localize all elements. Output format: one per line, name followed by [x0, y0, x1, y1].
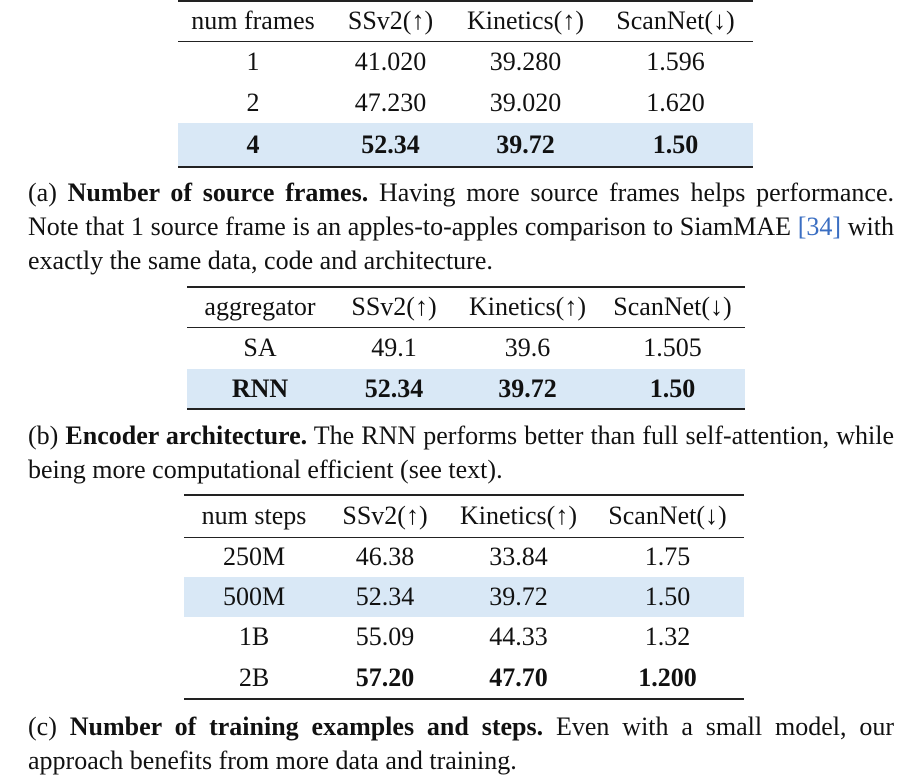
- caption-text: Even with a small model, our approach be…: [28, 712, 895, 775]
- caption-tag: (c): [28, 712, 57, 741]
- table-cell: 52.34: [328, 123, 453, 168]
- table-cell: 44.33: [489, 622, 548, 651]
- table-cell: 47.70: [446, 657, 591, 700]
- table-cell: 250M: [222, 542, 286, 572]
- table-num-source-frames: num frames SSv2(↑) Kinetics(↑) ScanNet(↓…: [178, 0, 753, 168]
- table-cell: 500M: [184, 577, 324, 617]
- table-cell: 52.34: [333, 369, 455, 410]
- table-cell: 52.34: [324, 577, 446, 617]
- table-cell: 1.50: [598, 123, 753, 168]
- table-cell: 47.230: [354, 88, 427, 117]
- table-cell: 1.620: [646, 88, 705, 117]
- table-cell: 1.505: [643, 333, 702, 363]
- table-cell: 39.6: [504, 333, 551, 363]
- table-row: 2B 57.20 47.70 1.200: [184, 657, 744, 700]
- table-row: 1B 55.09 44.33 1.32: [184, 617, 744, 657]
- table-training-steps: num steps SSv2(↑) Kinetics(↑) ScanNet(↓)…: [184, 494, 744, 700]
- table-cell: RNN: [187, 369, 333, 410]
- caption-title: Encoder architecture.: [65, 421, 308, 450]
- table-cell: 39.72: [446, 577, 591, 617]
- table-cell: 1.200: [591, 657, 744, 700]
- column-header: Kinetics(↑): [446, 494, 591, 538]
- table-cell: 2: [246, 88, 260, 117]
- table-cell: 4: [178, 123, 328, 168]
- table-cell: 39.72: [453, 123, 598, 168]
- table-row-highlighted: 4 52.34 39.72 1.50: [178, 123, 753, 168]
- citation-link[interactable]: [34]: [797, 212, 842, 241]
- table-row: 1 41.020 39.280 1.596: [178, 41, 753, 83]
- caption-title: Number of source frames.: [67, 178, 369, 207]
- column-header: Kinetics(↑): [455, 286, 600, 328]
- table-row: 250M 46.38 33.84 1.75: [184, 537, 744, 577]
- table-cell: 1.50: [600, 369, 745, 410]
- column-header: SSv2(↑): [324, 494, 446, 538]
- table-cell: 55.09: [355, 622, 415, 651]
- column-header: ScanNet(↓): [598, 0, 753, 42]
- table-cell: 1.50: [591, 577, 744, 617]
- table-cell: 39.72: [455, 369, 600, 410]
- column-header: SSv2(↑): [328, 0, 453, 42]
- table-header-row: num frames SSv2(↑) Kinetics(↑) ScanNet(↓…: [178, 0, 753, 42]
- column-header: ScanNet(↓): [600, 286, 745, 328]
- table-cell: 1B: [238, 622, 270, 651]
- column-header: aggregator: [187, 286, 333, 328]
- table-row: SA 49.1 39.6 1.505: [187, 327, 745, 369]
- table-cell: 33.84: [489, 542, 548, 572]
- column-header: ScanNet(↓): [591, 494, 744, 538]
- table-cell: 2B: [184, 657, 324, 700]
- caption-b: (b) Encoder architecture. The RNN perfor…: [28, 419, 894, 487]
- table-header-row: num steps SSv2(↑) Kinetics(↑) ScanNet(↓): [184, 494, 744, 538]
- table-row-highlighted: RNN 52.34 39.72 1.50: [187, 369, 745, 410]
- table-cell: 39.280: [489, 47, 562, 77]
- caption-a: (a) Number of source frames. Having more…: [28, 176, 894, 278]
- table-encoder-architecture: aggregator SSv2(↑) Kinetics(↑) ScanNet(↓…: [187, 286, 745, 410]
- caption-text: The RNN performs better than full self-a…: [28, 421, 894, 484]
- table-cell: 1.32: [644, 622, 691, 651]
- table-cell: 1: [246, 47, 260, 77]
- column-header: num steps: [184, 494, 324, 538]
- caption-tag: (b): [28, 421, 59, 450]
- table-cell: 41.020: [354, 47, 427, 77]
- table-row: 2 47.230 39.020 1.620: [178, 83, 753, 123]
- table-cell: 1.596: [646, 47, 705, 77]
- column-header: Kinetics(↑): [453, 0, 598, 42]
- caption-text: with exactly the same data, code and arc…: [28, 212, 894, 275]
- table-cell: 46.38: [355, 542, 415, 572]
- table-header-row: aggregator SSv2(↑) Kinetics(↑) ScanNet(↓…: [187, 286, 745, 328]
- caption-text: Having more source frames helps performa…: [28, 178, 894, 241]
- table-cell: 1.75: [644, 542, 691, 572]
- table-cell: 57.20: [324, 657, 446, 700]
- table-cell: 39.020: [489, 88, 562, 117]
- table-cell: 49.1: [371, 333, 417, 363]
- caption-c: (c) Number of training examples and step…: [28, 710, 894, 778]
- caption-tag: (a): [28, 178, 57, 207]
- caption-title: Number of training examples and steps.: [69, 712, 544, 741]
- column-header: num frames: [178, 0, 328, 42]
- table-cell: SA: [243, 333, 277, 363]
- table-row-highlighted: 500M 52.34 39.72 1.50: [184, 577, 744, 617]
- column-header: SSv2(↑): [333, 286, 455, 328]
